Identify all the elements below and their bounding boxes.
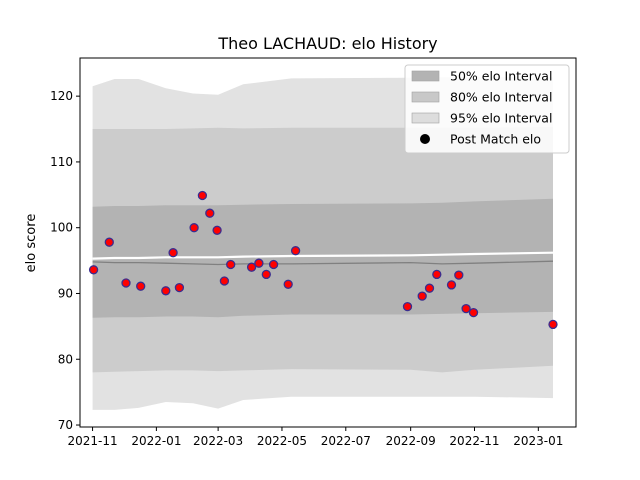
data-point-post-match-elo (283, 279, 293, 289)
data-point-post-match-elo (432, 269, 442, 280)
y-tick-label: 80 (58, 352, 73, 366)
y-axis-label: elo score (24, 214, 39, 273)
data-point-post-match-elo (424, 283, 435, 293)
data-point-post-match-elo (254, 258, 264, 268)
plot-frame (79, 57, 577, 428)
y-tick-label: 100 (50, 221, 73, 235)
chart-title: Theo LACHAUD: elo History (217, 34, 437, 53)
data-point-post-match-elo (197, 190, 208, 201)
data-point-post-match-elo (290, 246, 301, 256)
data-point-post-match-elo (88, 265, 99, 275)
data-point-post-match-elo (174, 282, 185, 293)
legend-marker (420, 134, 430, 144)
data-point-post-match-elo (454, 270, 464, 280)
legend-label: Post Match elo (450, 132, 541, 147)
x-tick-label: 2022-07 (321, 434, 371, 448)
legend-swatch (411, 112, 440, 124)
data-point-post-match-elo (446, 280, 457, 290)
legend-label: 50% elo Interval (450, 69, 552, 84)
x-tick-label: 2022-09 (386, 434, 436, 448)
data-point-post-match-elo (261, 269, 271, 280)
data-point-post-match-elo (121, 278, 131, 288)
x-tick-label: 2022-03 (193, 434, 243, 448)
legend-label: 95% elo Interval (450, 111, 552, 126)
legend-swatch (411, 70, 440, 82)
data-point-post-match-elo (461, 303, 471, 314)
plot-area: 2021-11 2022-01 2022-03 2022-05 2022-07 2022-… (50, 57, 577, 448)
y-tick-label: 70 (58, 418, 73, 432)
x-tick-label: 2022-01 (131, 434, 181, 448)
legend-box (404, 64, 570, 154)
data-point-post-match-elo (189, 223, 199, 233)
x-tick-label: 2021-11 (67, 434, 117, 448)
x-tick-label: 2023-01 (513, 434, 563, 448)
legend-swatch (411, 91, 440, 103)
data-point-post-match-elo (168, 248, 178, 258)
data-point-post-match-elo (104, 237, 114, 247)
data-point-post-match-elo (268, 259, 279, 270)
y-tick-label: 110 (50, 155, 73, 169)
median-line (92, 251, 554, 260)
x-tick-label: 2022-11 (449, 434, 499, 448)
data-point-post-match-elo (219, 276, 230, 286)
x-tick-label: 2022-05 (257, 434, 307, 448)
data-point-post-match-elo (548, 319, 558, 330)
band-50-interval (92, 198, 553, 318)
data-point-post-match-elo (246, 262, 257, 272)
y-tick-label: 90 (58, 286, 73, 300)
legend: 50% elo Interval 80% elo Interval 95% elo … (404, 64, 570, 154)
data-point-post-match-elo (205, 208, 215, 218)
data-point-post-match-elo (402, 301, 413, 312)
data-point-post-match-elo (468, 307, 479, 318)
data-point-post-match-elo (417, 291, 427, 301)
legend-label: 80% elo Interval (450, 90, 552, 105)
data-point-post-match-elo (136, 281, 146, 291)
data-point-post-match-elo (226, 259, 236, 270)
y-tick-label: 120 (50, 89, 73, 103)
data-point-post-match-elo (212, 225, 222, 235)
data-point-post-match-elo (161, 286, 171, 296)
